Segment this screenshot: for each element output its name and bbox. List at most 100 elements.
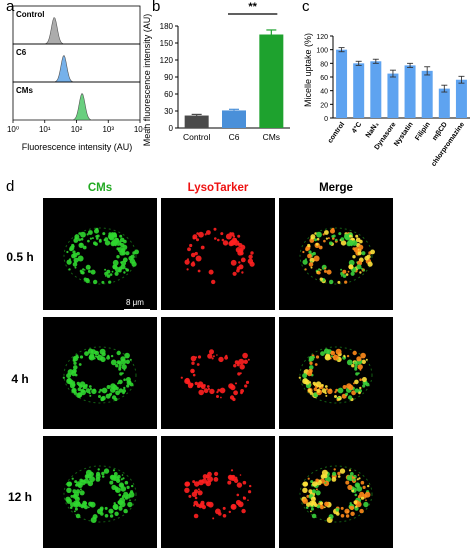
- micrograph-cms-12h: [43, 436, 157, 548]
- fluorescent-puncta: [79, 488, 82, 491]
- fluorescent-puncta: [68, 379, 74, 385]
- fluorescent-puncta: [320, 269, 322, 271]
- fluorescent-puncta: [196, 238, 199, 242]
- fluorescent-puncta: [122, 244, 128, 250]
- fluorescent-puncta: [76, 496, 80, 500]
- uptake-bar: [455, 79, 467, 118]
- fluorescent-puncta: [237, 501, 244, 508]
- fluorescent-puncta: [206, 501, 211, 507]
- fluorescent-puncta: [337, 471, 341, 476]
- fluorescent-puncta: [321, 388, 327, 394]
- fluorescent-puncta: [304, 268, 307, 271]
- fluorescent-puncta: [111, 395, 117, 400]
- fluorescent-puncta: [69, 247, 73, 252]
- fluorescent-puncta: [359, 508, 364, 514]
- fluorescent-puncta: [91, 237, 94, 240]
- fluorescent-puncta: [346, 475, 353, 481]
- fluorescent-puncta: [342, 385, 347, 389]
- fluorescent-puncta: [242, 480, 247, 485]
- fluorescent-puncta: [76, 489, 80, 494]
- fluorescent-puncta: [325, 394, 328, 397]
- fluorescent-puncta: [324, 392, 327, 395]
- fluorescent-puncta: [119, 237, 125, 243]
- fluorescent-puncta: [354, 363, 358, 367]
- fluorescent-puncta: [80, 237, 84, 241]
- fluorescent-puncta: [109, 392, 113, 396]
- fluorescent-puncta: [89, 387, 92, 391]
- fluorescent-puncta: [71, 477, 74, 480]
- fluorescent-puncta: [354, 493, 358, 497]
- fluorescent-puncta: [184, 378, 190, 385]
- fluorescent-puncta: [82, 385, 86, 388]
- fluorescent-puncta: [302, 373, 308, 379]
- fluorescent-puncta: [85, 384, 88, 387]
- fluorescent-puncta: [354, 482, 361, 488]
- fluorescent-puncta: [83, 505, 88, 510]
- fluorescent-puncta: [74, 480, 78, 484]
- fluorescent-puncta: [73, 238, 79, 243]
- fluorescent-puncta: [197, 490, 203, 496]
- fluorescent-puncta: [124, 267, 127, 270]
- fluorescent-puncta: [119, 505, 122, 508]
- fluorescent-puncta: [83, 277, 87, 281]
- fluorescent-puncta: [88, 230, 93, 235]
- row-label-0-5h: 0.5 h: [6, 250, 34, 264]
- fluorescent-puncta: [101, 395, 106, 401]
- fluorescent-puncta: [79, 478, 83, 483]
- fluorescent-puncta: [192, 234, 198, 240]
- fluorescent-puncta: [129, 382, 134, 387]
- fluorescent-puncta: [350, 511, 355, 516]
- fluorescent-puncta: [90, 269, 96, 275]
- fluorescent-puncta: [71, 243, 75, 248]
- fluorescent-puncta: [357, 474, 360, 476]
- fluorescent-puncta: [228, 475, 235, 481]
- fluorescent-puncta: [88, 392, 91, 395]
- fluorescent-puncta: [195, 255, 202, 262]
- fluorescent-puncta: [321, 384, 324, 387]
- fluorescent-puncta: [80, 231, 86, 238]
- fluorescent-puncta: [104, 240, 111, 246]
- fluorescent-puncta: [345, 273, 349, 276]
- fluorescent-puncta: [340, 240, 347, 246]
- fluorescent-puncta: [106, 385, 111, 389]
- fluorescent-puncta: [122, 391, 125, 395]
- fluorescent-puncta: [319, 501, 324, 505]
- fluorescent-puncta: [209, 388, 215, 395]
- fluorescent-puncta: [347, 395, 353, 400]
- fluorescent-puncta: [99, 388, 103, 392]
- fluorescent-puncta: [327, 237, 330, 240]
- fluorescent-puncta: [236, 363, 240, 367]
- fluorescent-puncta: [118, 388, 124, 393]
- fluorescent-puncta: [248, 490, 252, 494]
- fluorescent-puncta: [117, 361, 121, 364]
- fluorescent-puncta: [238, 358, 245, 365]
- fluorescent-puncta: [98, 391, 101, 394]
- fluorescent-puncta: [88, 501, 93, 507]
- fluorescent-puncta: [72, 368, 77, 374]
- fluorescent-puncta: [348, 469, 352, 472]
- fluorescent-puncta: [124, 496, 129, 500]
- histogram-chart: Control C6 CMs 10⁰ 10¹ 10² 10³ 10⁴ Fluorescence…: [7, 5, 147, 152]
- fluorescent-puncta: [355, 505, 358, 508]
- fluorescent-puncta: [74, 510, 76, 513]
- fluorescent-puncta: [239, 372, 242, 375]
- fluorescent-puncta: [319, 505, 324, 510]
- fluorescent-puncta: [74, 266, 77, 269]
- bar-category-label: CMs: [263, 132, 280, 142]
- fluorescent-puncta: [306, 494, 310, 498]
- panel-label-c: c: [302, 0, 310, 15]
- fluorescent-puncta: [104, 268, 107, 271]
- fluorescent-puncta: [331, 227, 335, 231]
- fluorescent-puncta: [72, 262, 78, 267]
- fluorescent-puncta: [356, 260, 363, 266]
- histogram-peak: [13, 54, 140, 83]
- fluorescent-puncta: [187, 247, 191, 252]
- bar-chart-y-axis-label: Mean fluorescence intensity (AU): [142, 14, 152, 147]
- fluorescent-puncta: [96, 237, 99, 240]
- fluorescent-puncta: [220, 396, 222, 399]
- fluorescent-puncta: [308, 368, 313, 374]
- fluorescent-puncta: [333, 468, 336, 471]
- histogram-peak: [13, 92, 140, 121]
- fluorescent-puncta: [324, 385, 328, 388]
- fluorescent-puncta: [356, 478, 359, 481]
